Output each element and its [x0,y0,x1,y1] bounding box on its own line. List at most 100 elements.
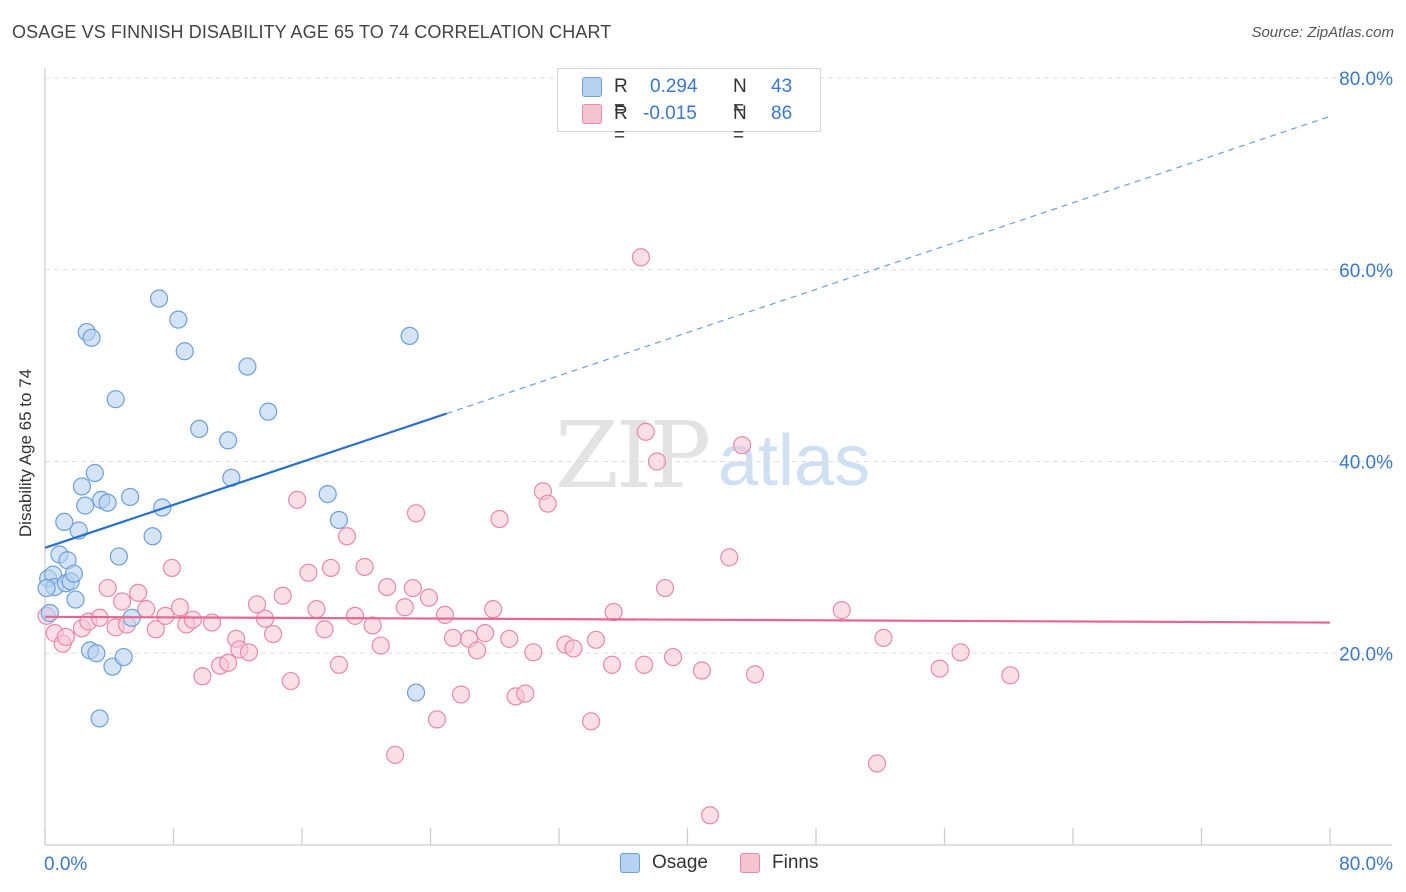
legend-n-value: 43 [771,76,793,97]
finns-point [321,558,341,578]
finns-point [692,661,712,680]
finns-point [371,636,390,655]
finns-point [745,665,765,684]
osage-point [259,402,278,421]
osage-trend-extension [446,115,1331,415]
x-tick-label: 0.0% [44,854,87,875]
osage-point [190,419,209,439]
finns-point [476,624,495,643]
finns-point [700,806,720,825]
finns-point [378,577,397,597]
y-tick-label: 40.0% [1339,453,1393,474]
finns-point [602,655,622,674]
finns-point [635,655,654,674]
osage-point [318,484,337,504]
osage-point [76,496,95,515]
finns-point [403,578,422,598]
osage-point [55,512,74,532]
finns-point [395,598,414,617]
finns-legend-label: Finns [772,852,819,873]
finns-point [538,494,557,513]
finns-point [832,601,851,620]
osage-swatch [582,77,602,97]
finns-point [582,712,601,731]
finns-point [484,600,503,619]
finns-point [720,548,739,567]
legend-n-label: N = [733,103,747,146]
osage-point [98,493,117,512]
finns-point [315,620,334,639]
finns-point [183,610,202,629]
finns-point [247,595,267,614]
finns-point [564,639,583,658]
finns-point [193,667,212,686]
osage-point [82,328,101,347]
finns-point [427,710,447,729]
osage-point [87,644,106,663]
osage-point [85,463,104,483]
osage-legend-swatch [620,853,640,873]
y-tick-label: 20.0% [1339,644,1393,665]
finns-point [307,600,326,619]
finns-point [98,578,117,598]
finns-point [56,627,75,647]
finns-swatch [582,104,602,124]
osage-point [149,289,169,308]
legend-r-value: -0.015 [643,103,697,124]
finns-point [419,588,438,607]
finns-point [239,643,259,662]
finns-point [524,643,543,662]
x-tick-label: 80.0% [1339,854,1393,875]
osage-point [114,647,133,667]
finns-point [273,586,292,605]
finns-point [516,684,535,703]
finns-point [733,436,752,455]
legend-r-value: 0.294 [650,76,698,97]
finns-point [930,659,949,678]
finns-point [345,606,365,625]
finns-point [435,605,455,625]
finns-point [604,602,623,622]
osage-point [64,564,84,583]
finns-point [631,248,651,267]
finns-point [636,422,655,441]
finns-point [337,527,357,546]
finns-point [467,641,487,660]
osage-point [219,431,238,450]
chart-title: OSAGE VS FINNISH DISABILITY AGE 65 TO 74… [12,22,612,42]
finns-trend-line [44,615,1331,624]
finns-point [443,628,463,648]
finns-point [288,490,307,509]
osage-point [143,527,162,546]
y-tick-label: 60.0% [1339,261,1393,282]
finns-point [647,452,667,471]
source-label[interactable]: Source: ZipAtlas.com [1251,24,1394,41]
finns-point [451,685,471,704]
finns-point [355,557,374,577]
finns-point [162,558,181,578]
legend-n-label: N = [733,76,747,119]
legend-r-label: R = [614,103,628,146]
finns-point [281,671,300,691]
finns-point [263,624,283,644]
osage-point [329,510,349,530]
osage-legend-label: Osage [652,852,708,873]
finns-point [386,745,405,764]
osage-point [169,310,188,329]
finns-point [490,509,509,529]
osage-point [400,326,419,346]
finns-point [299,563,318,582]
finns-point [112,592,132,611]
finns-point [874,628,893,648]
osage-point [109,547,128,566]
finns-point [146,620,165,639]
osage-point [66,590,85,609]
legend-r-label: R = [614,76,628,119]
finns-legend-swatch [740,853,760,873]
osage-point [106,390,125,409]
finns-point [219,653,238,672]
finns-point [156,606,175,625]
finns-point [406,504,426,523]
osage-point [121,487,140,507]
